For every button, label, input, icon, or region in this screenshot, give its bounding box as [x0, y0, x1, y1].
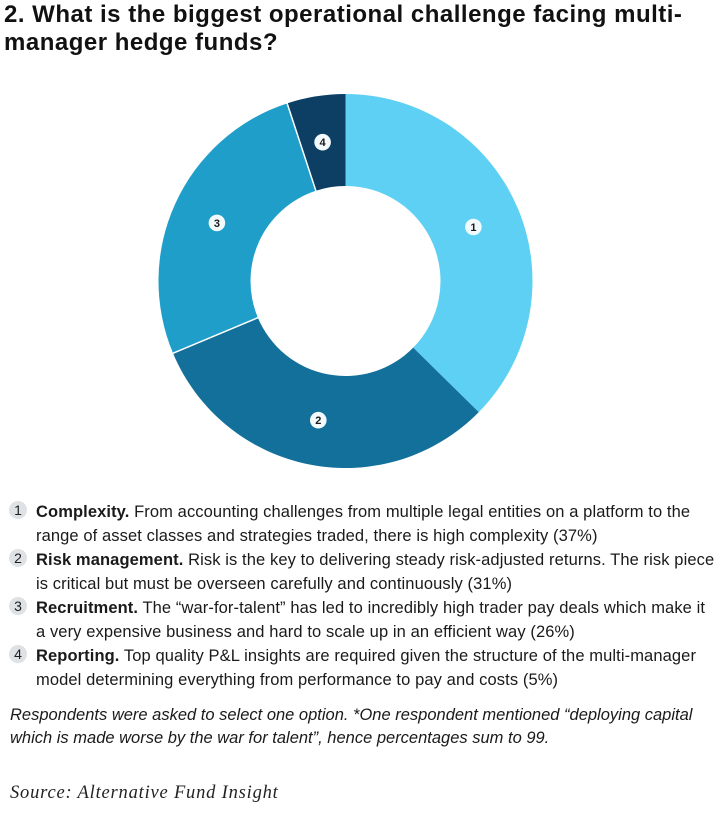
- svg-text:4: 4: [320, 137, 327, 149]
- svg-text:1: 1: [470, 222, 476, 234]
- svg-text:3: 3: [214, 218, 220, 230]
- svg-text:2: 2: [315, 415, 321, 427]
